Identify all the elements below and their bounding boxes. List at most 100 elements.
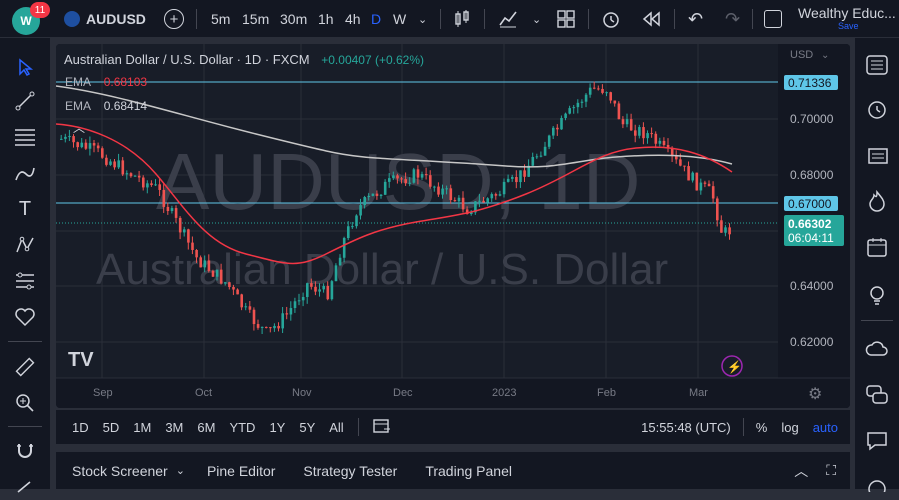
lightning-icon[interactable] bbox=[721, 355, 743, 377]
redo-button[interactable]: ↷ bbox=[725, 0, 740, 38]
magnet-tool[interactable] bbox=[12, 438, 38, 464]
add-symbol-button[interactable]: + bbox=[164, 0, 184, 38]
save-link[interactable]: Save bbox=[838, 21, 859, 31]
layout-name[interactable]: Wealthy Educ... bbox=[798, 5, 896, 21]
candle-body bbox=[289, 308, 293, 315]
candle-body bbox=[396, 175, 399, 179]
candle-body bbox=[60, 138, 63, 140]
interval-1d[interactable]: D bbox=[371, 11, 382, 27]
legend-title[interactable]: Australian Dollar / U.S. Dollar · 1D · F… bbox=[64, 52, 310, 67]
legend-collapse-icon[interactable]: ︿ bbox=[73, 121, 85, 135]
interval-1w[interactable]: W bbox=[393, 11, 407, 27]
favorites-tool[interactable] bbox=[12, 304, 38, 330]
replay-button[interactable] bbox=[642, 0, 662, 38]
range-1d[interactable]: 1D bbox=[72, 419, 89, 435]
currency-label[interactable]: USD bbox=[790, 49, 813, 61]
flag-icon bbox=[64, 11, 80, 27]
chart-pane[interactable]: AUDUSD, 1D Australian Dollar / U.S. Doll… bbox=[56, 44, 850, 408]
tab-stock-screener[interactable]: Stock Screener bbox=[72, 462, 168, 479]
zoom-tool[interactable] bbox=[12, 390, 38, 416]
candle-body bbox=[461, 197, 465, 210]
maximize-panel-icon[interactable]: ⛶ bbox=[826, 462, 836, 478]
screener-dropdown-icon[interactable]: ⌄ bbox=[175, 465, 185, 477]
auto-toggle[interactable]: auto bbox=[812, 419, 838, 435]
range-1m[interactable]: 1M bbox=[133, 419, 152, 435]
layout-button[interactable] bbox=[557, 0, 575, 38]
candle-body bbox=[113, 161, 116, 168]
legend-change: +0.00407 (+0.62%) bbox=[321, 53, 424, 67]
candle-body bbox=[379, 194, 383, 196]
time-tick-dec: Dec bbox=[393, 387, 413, 399]
indicators-button[interactable] bbox=[498, 0, 518, 38]
watchlist-button[interactable] bbox=[864, 52, 890, 78]
candle-body bbox=[470, 212, 473, 215]
fib-tool[interactable] bbox=[12, 124, 38, 150]
lock-tool[interactable] bbox=[12, 474, 38, 500]
candle-body bbox=[584, 94, 588, 102]
indicators-dropdown-icon[interactable]: ⌄ bbox=[532, 13, 542, 26]
candle-body bbox=[543, 146, 547, 156]
range-all[interactable]: All bbox=[329, 419, 344, 435]
candle-body bbox=[498, 194, 502, 196]
tab-trading-panel[interactable]: Trading Panel bbox=[425, 462, 512, 479]
forecast-tool[interactable] bbox=[12, 268, 38, 294]
candle-body bbox=[433, 186, 436, 188]
candle-body bbox=[310, 283, 313, 287]
help-button[interactable] bbox=[864, 472, 890, 498]
interval-dropdown-icon[interactable]: ⌄ bbox=[418, 13, 428, 26]
measure-tool[interactable] bbox=[12, 354, 38, 380]
candle-body bbox=[720, 220, 723, 233]
candle-body bbox=[560, 118, 563, 130]
currency-dropdown-icon[interactable]: ⌄ bbox=[821, 50, 829, 61]
ideas-button[interactable] bbox=[864, 282, 890, 308]
range-5d[interactable]: 5D bbox=[102, 419, 120, 435]
expand-panel-icon[interactable]: ︿ bbox=[794, 462, 809, 479]
percent-toggle[interactable]: % bbox=[755, 419, 768, 435]
range-5y[interactable]: 5Y bbox=[299, 419, 316, 435]
data-window-button[interactable] bbox=[864, 142, 890, 168]
range-6m[interactable]: 6M bbox=[197, 419, 216, 435]
brush-tool[interactable] bbox=[12, 160, 38, 186]
interval-30m[interactable]: 30m bbox=[280, 11, 308, 27]
range-1y[interactable]: 1Y bbox=[269, 419, 286, 435]
alerts-button[interactable] bbox=[864, 96, 890, 122]
alert-button[interactable] bbox=[602, 0, 622, 38]
ema-legend-2[interactable]: EMA 0.68414 bbox=[65, 99, 148, 113]
candle-body bbox=[654, 133, 658, 144]
interval-1h[interactable]: 1h bbox=[318, 11, 334, 27]
candle-body bbox=[215, 269, 219, 277]
utc-clock[interactable]: 15:55:48 (UTC) bbox=[641, 419, 731, 435]
candle-body bbox=[716, 198, 719, 221]
date-range-button[interactable] bbox=[373, 418, 391, 437]
undo-button[interactable]: ↶ bbox=[688, 0, 703, 38]
candle-type-button[interactable] bbox=[453, 0, 471, 38]
trendline-tool[interactable] bbox=[12, 88, 38, 114]
calendar-button[interactable] bbox=[864, 234, 890, 260]
settings-icon[interactable]: ⚙ bbox=[808, 386, 822, 403]
streams-button[interactable] bbox=[864, 336, 890, 362]
cursor-tool[interactable] bbox=[12, 54, 38, 80]
candle-body bbox=[273, 325, 276, 329]
tab-strategy-tester[interactable]: Strategy Tester bbox=[303, 462, 398, 479]
interval-4h[interactable]: 4h bbox=[345, 11, 361, 27]
price-chart[interactable]: AUDUSD, 1D Australian Dollar / U.S. Doll… bbox=[56, 44, 850, 408]
text-tool[interactable]: T bbox=[12, 196, 38, 222]
messages-button[interactable] bbox=[864, 428, 890, 454]
hotlists-button[interactable] bbox=[864, 188, 890, 214]
chats-button[interactable] bbox=[864, 382, 890, 408]
pattern-tool[interactable] bbox=[12, 232, 38, 258]
interval-5m[interactable]: 5m bbox=[211, 11, 231, 27]
range-3m[interactable]: 3M bbox=[165, 419, 184, 435]
log-toggle[interactable]: log bbox=[781, 419, 799, 435]
fullscreen-toggle[interactable] bbox=[764, 0, 782, 38]
calendar-range-icon bbox=[373, 418, 390, 433]
symbol-label: AUDUSD bbox=[86, 11, 146, 27]
interval-15m[interactable]: 15m bbox=[242, 11, 270, 27]
symbol-search[interactable]: AUDUSD bbox=[64, 0, 146, 38]
tab-pine-editor[interactable]: Pine Editor bbox=[206, 462, 276, 479]
candle-body bbox=[318, 289, 321, 292]
ema-legend-1[interactable]: EMA 0.68103 bbox=[65, 75, 148, 89]
range-ytd[interactable]: YTD bbox=[229, 419, 256, 435]
candle-body bbox=[687, 166, 690, 181]
candle-body bbox=[158, 184, 161, 190]
